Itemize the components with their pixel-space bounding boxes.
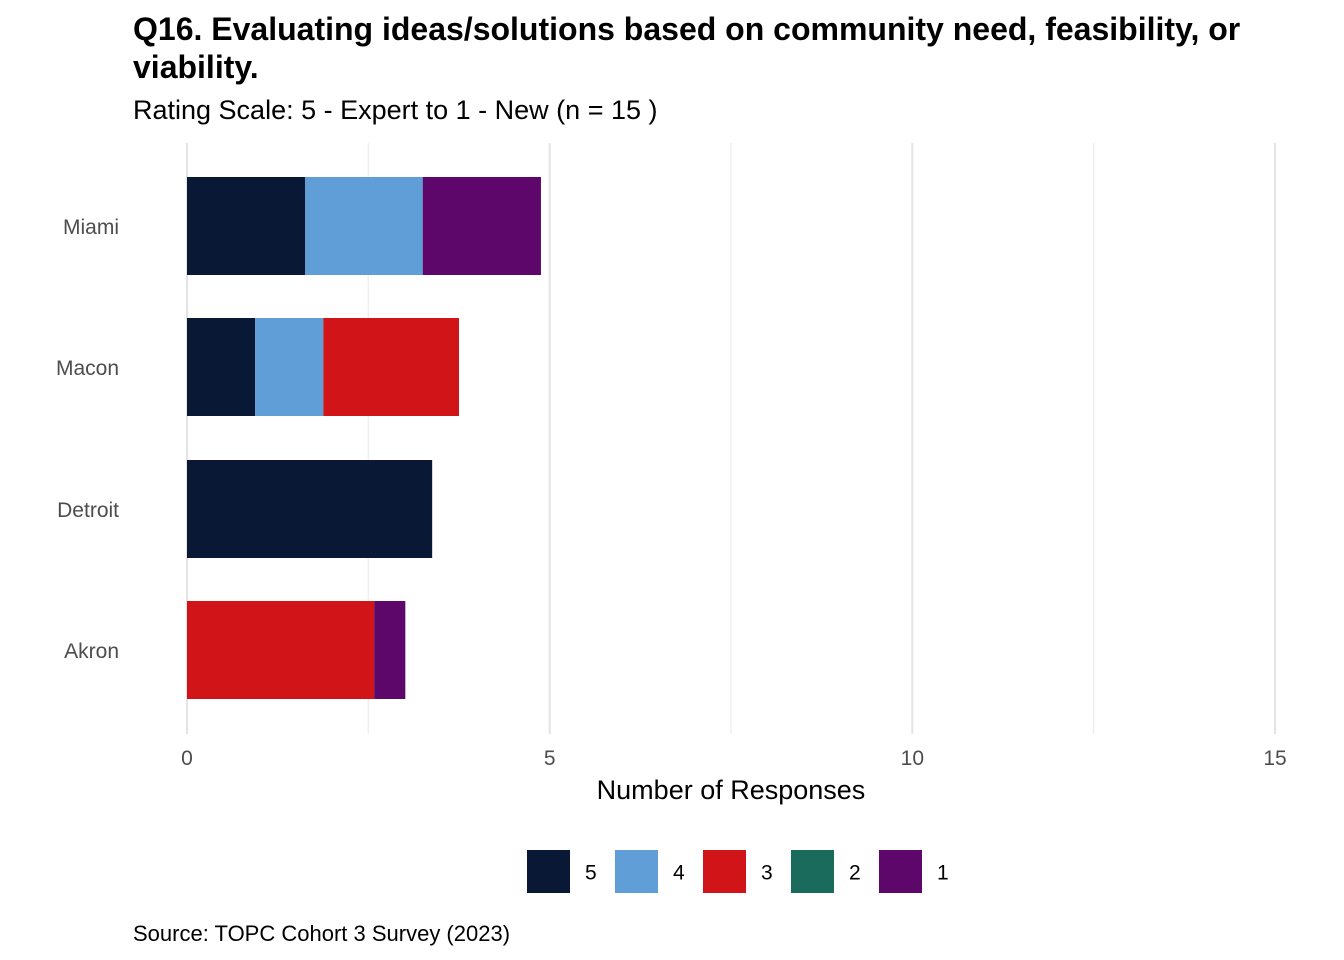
legend-label-1: 1 — [937, 862, 949, 885]
legend-key-4 — [615, 850, 658, 893]
x-tick-label: 5 — [544, 747, 556, 770]
bar-macon-rating-4 — [255, 318, 324, 416]
legend-key-5 — [527, 850, 570, 893]
x-axis-tick-labels: 0 5 10 15 — [181, 747, 1287, 770]
bar-miami-rating-4 — [305, 177, 423, 275]
legend-label-5: 5 — [585, 862, 597, 885]
bar-akron-rating-3 — [187, 601, 375, 699]
x-tick-label: 0 — [181, 747, 193, 770]
legend-label-2: 2 — [849, 862, 861, 885]
y-tick-label: Akron — [64, 640, 119, 663]
legend-key-1 — [879, 850, 922, 893]
legend-label-4: 4 — [673, 862, 685, 885]
legend-key-3 — [703, 850, 746, 893]
bar-miami-rating-5 — [187, 177, 306, 275]
bars — [187, 177, 541, 699]
x-axis-label: Number of Responses — [597, 775, 866, 805]
legend-key-2 — [791, 850, 834, 893]
y-axis-tick-labels: Miami Macon Detroit Akron — [56, 216, 119, 663]
bar-detroit-rating-5 — [187, 460, 433, 558]
x-tick-label: 15 — [1263, 747, 1286, 770]
chart-subtitle: Rating Scale: 5 - Expert to 1 - New (n =… — [133, 95, 658, 125]
bar-akron-rating-1 — [374, 601, 406, 699]
bar-macon-rating-3 — [323, 318, 459, 416]
bar-macon-rating-5 — [187, 318, 256, 416]
chart-title: Q16. Evaluating ideas/solutions based on… — [133, 11, 1241, 85]
legend-label-3: 3 — [761, 862, 773, 885]
bar-miami-rating-1 — [422, 177, 541, 275]
y-tick-label: Detroit — [57, 499, 119, 522]
legend: 5 4 3 2 1 — [527, 850, 949, 893]
y-tick-label: Miami — [63, 216, 119, 239]
y-tick-label: Macon — [56, 357, 119, 380]
x-tick-label: 10 — [901, 747, 924, 770]
source-caption: Source: TOPC Cohort 3 Survey (2023) — [133, 921, 511, 946]
